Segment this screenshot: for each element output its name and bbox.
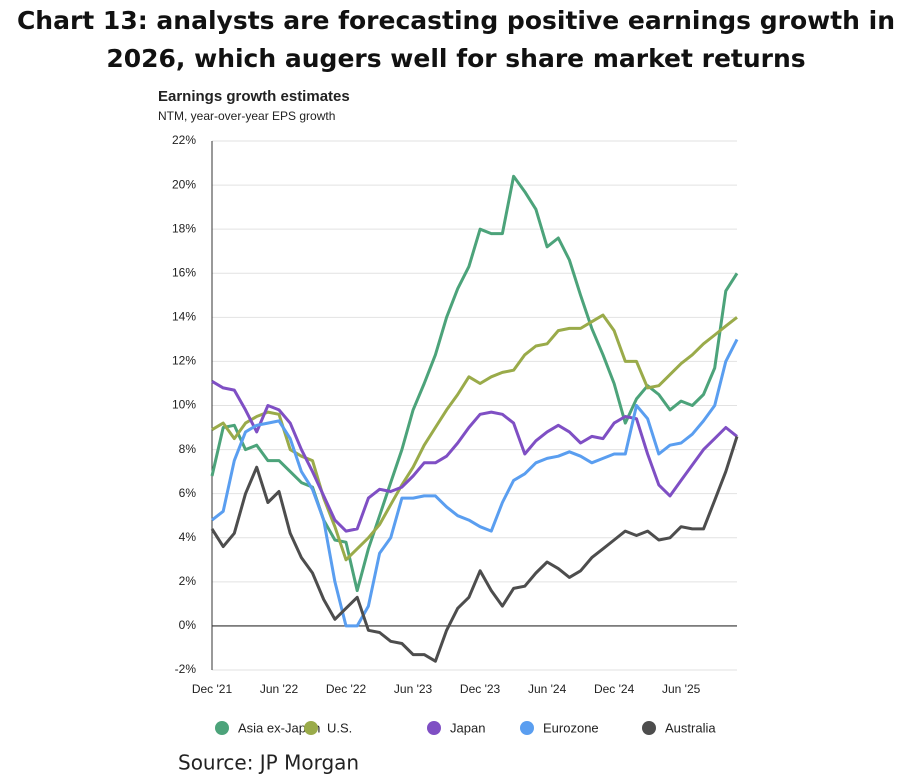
legend-marker — [304, 721, 318, 735]
x-tick-label: Jun '25 — [662, 682, 701, 696]
y-tick-label: 22% — [172, 133, 196, 147]
legend-marker — [215, 721, 229, 735]
heading-wrap: Chart 13: analysts are forecasting posit… — [0, 2, 912, 78]
legend-marker — [520, 721, 534, 735]
legend-label: U.S. — [327, 720, 352, 735]
line-series — [210, 174, 739, 593]
y-tick-label: 0% — [179, 618, 197, 632]
x-tick-label: Dec '22 — [326, 682, 367, 696]
x-tick-label: Jun '24 — [528, 682, 567, 696]
heading: Chart 13: analysts are forecasting posit… — [16, 6, 896, 73]
source: Source: JP Morgan — [178, 751, 359, 775]
y-tick-label: 12% — [172, 354, 196, 368]
line-series — [211, 380, 738, 533]
y-tick-label: 10% — [172, 398, 196, 412]
x-tick-label: Dec '21 — [192, 682, 233, 696]
line-series — [211, 313, 738, 562]
legend-label: Eurozone — [543, 720, 599, 735]
legend-marker — [642, 721, 656, 735]
y-tick-label: 4% — [179, 530, 197, 544]
x-tick-label: Dec '23 — [460, 682, 501, 696]
x-tick-label: Dec '24 — [594, 682, 635, 696]
y-tick-label: 2% — [179, 574, 197, 588]
line-series — [210, 435, 739, 663]
chart-subtitle: NTM, year-over-year EPS growth — [158, 109, 335, 123]
x-tick-label: Jun '23 — [394, 682, 433, 696]
legend-marker — [427, 721, 441, 735]
legend-label: Australia — [665, 720, 716, 735]
chart-title: Earnings growth estimates — [158, 88, 350, 105]
legend-label: Japan — [450, 720, 485, 735]
y-tick-label: 20% — [172, 177, 196, 191]
line-series — [211, 338, 739, 628]
y-tick-label: 18% — [172, 221, 196, 235]
y-tick-label: 8% — [179, 442, 197, 456]
y-tick-label: 6% — [179, 486, 197, 500]
y-tick-label: 16% — [172, 265, 196, 279]
legend-label: Asia ex-Japan — [238, 720, 320, 735]
y-tick-label: -2% — [175, 662, 197, 676]
y-tick-label: 14% — [172, 310, 196, 324]
x-tick-label: Jun '22 — [260, 682, 299, 696]
